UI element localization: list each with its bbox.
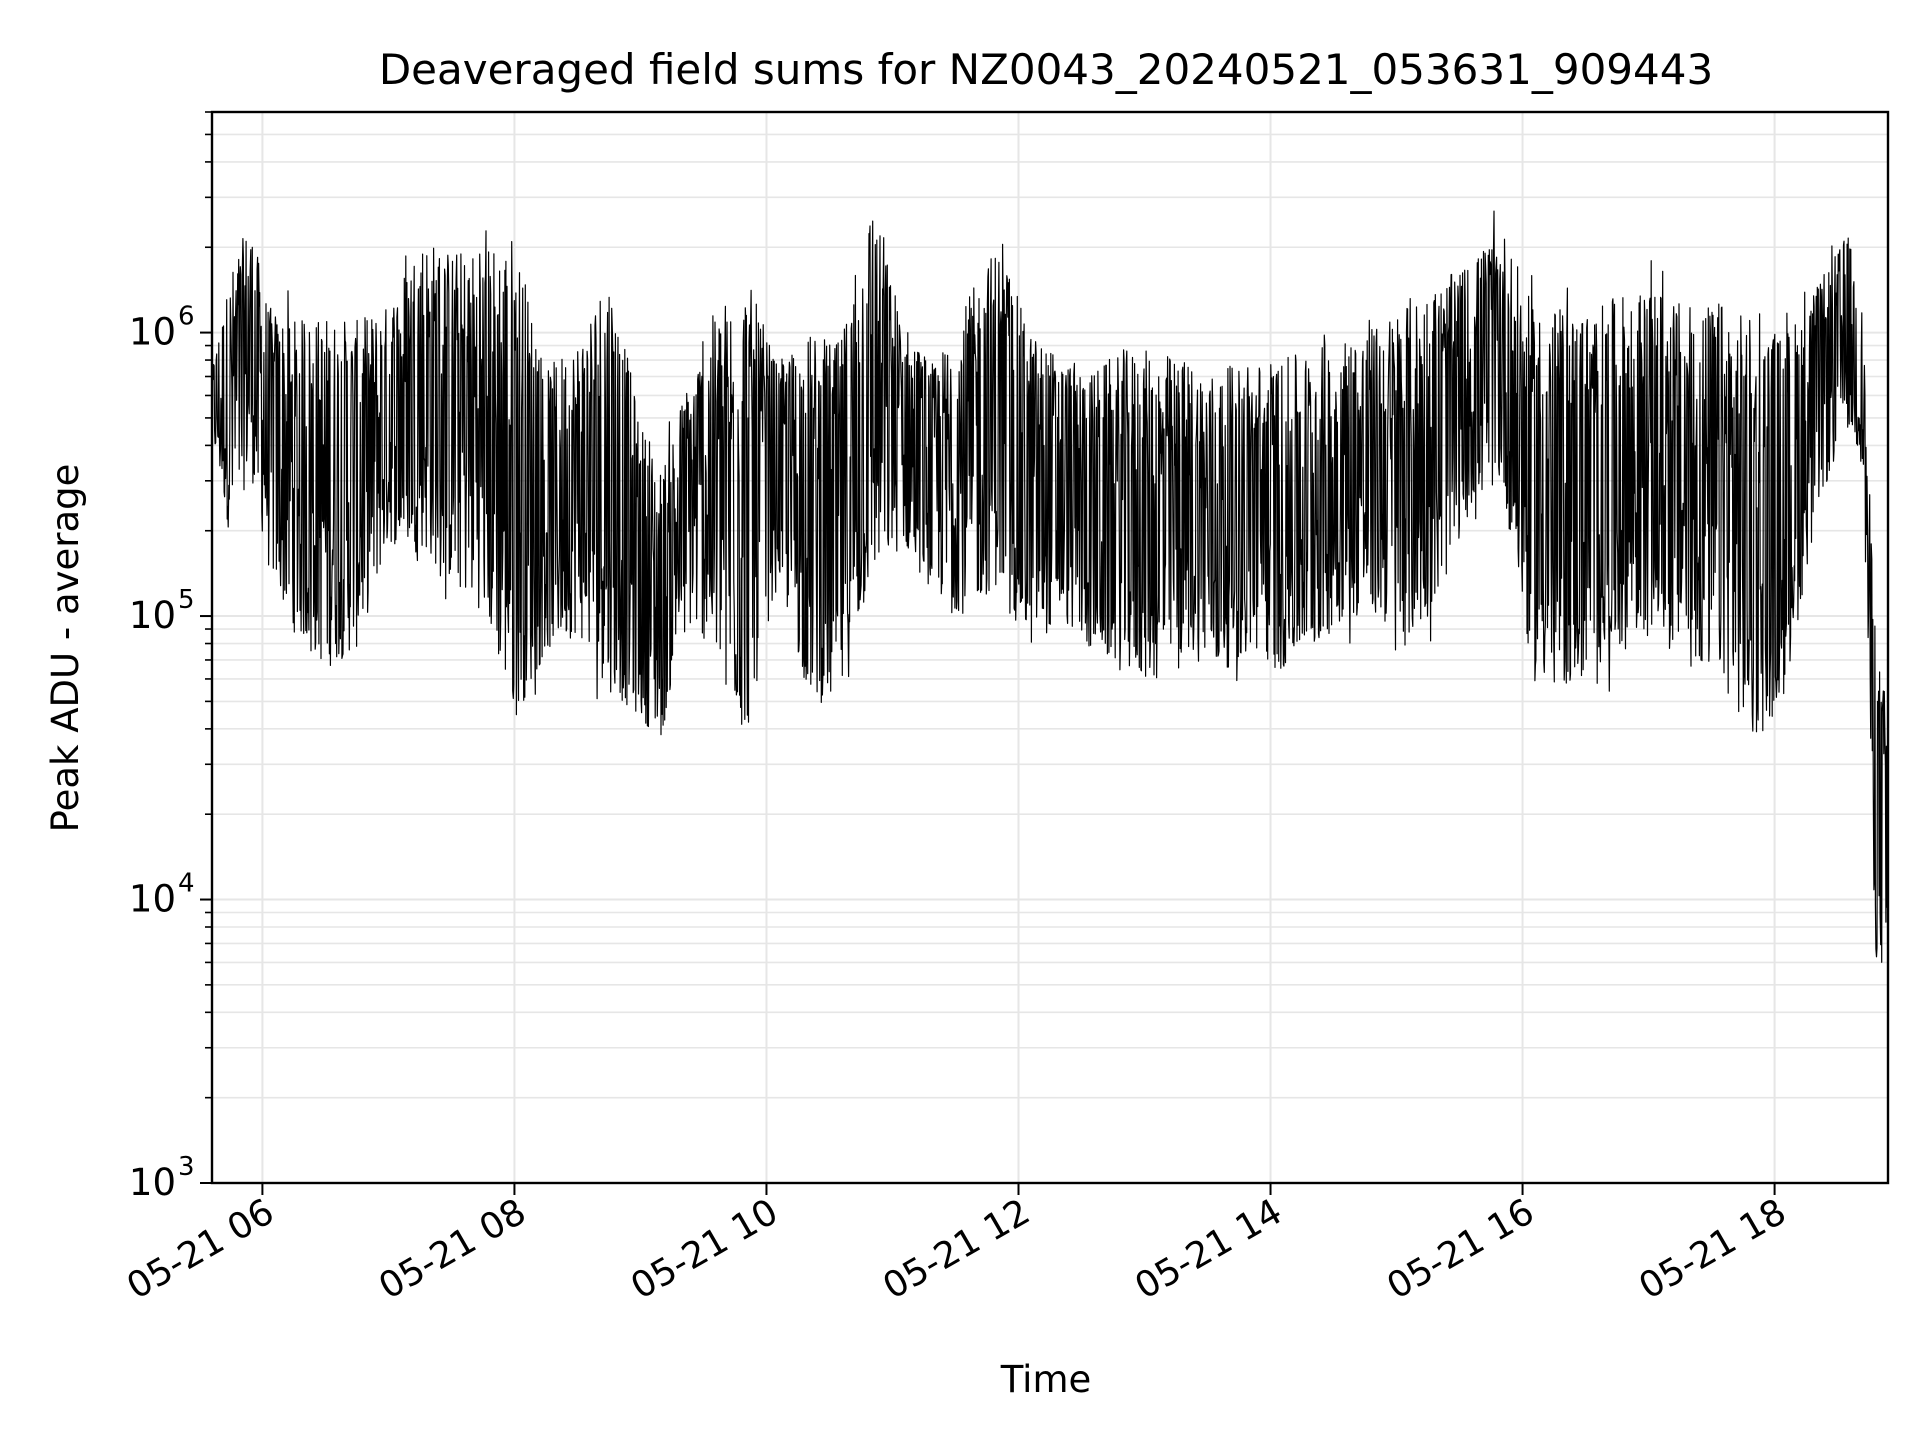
y-tick-exponent: 6 xyxy=(178,302,195,332)
y-tick-exponent: 5 xyxy=(178,585,195,615)
y-tick-label: 10 xyxy=(129,1161,176,1204)
y-axis-label: Peak ADU - average xyxy=(44,464,87,833)
plot-frame xyxy=(210,110,1890,1185)
series-line xyxy=(211,210,1889,963)
chart-title: Deaveraged field sums for NZ0043_2024052… xyxy=(379,45,1713,94)
y-tick-exponent: 4 xyxy=(178,869,195,899)
y-tick-label: 10 xyxy=(129,878,176,921)
y-tick-exponent: 3 xyxy=(178,1152,195,1182)
y-tick-label: 10 xyxy=(129,311,176,354)
x-axis-label: Time xyxy=(1000,1358,1092,1401)
y-tick-label: 10 xyxy=(129,594,176,637)
